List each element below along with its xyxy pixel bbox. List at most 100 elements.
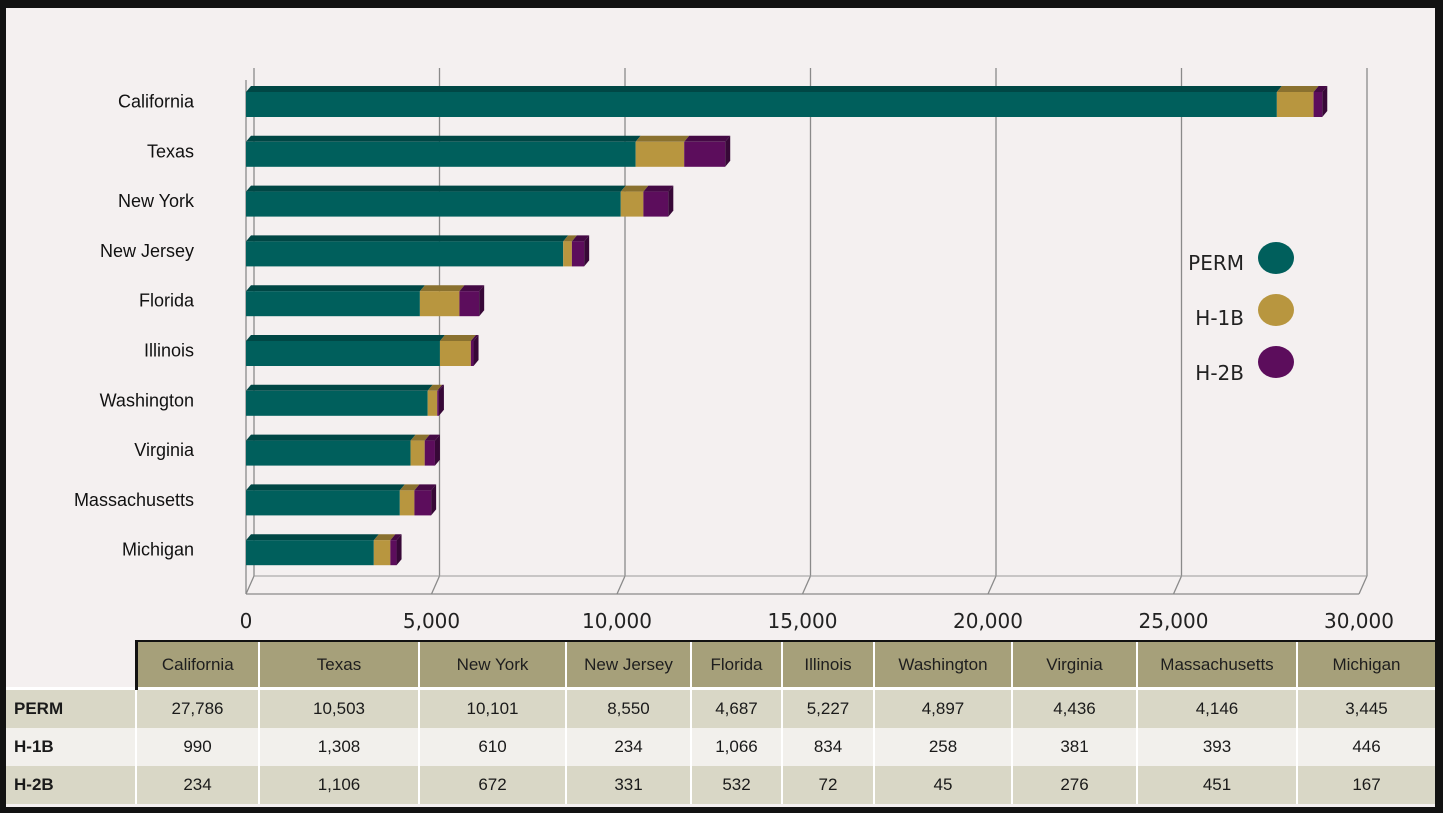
bar-segment-perm [246,490,400,516]
table-cell: 258 [873,728,1012,766]
legend-marker-h-2b [1258,346,1294,378]
floor-gridline [430,575,441,595]
x-tick-label: 5,000 [403,609,460,633]
bar-segment-perm [246,341,440,366]
bar-end-cap [438,384,444,416]
table-cell: 8,550 [565,687,691,728]
bar-top-h-1b [427,384,443,391]
bar-segment-h-2b [571,241,585,267]
table-cell: 446 [1296,728,1435,766]
bar-top-h-1b [373,534,396,541]
table-cell: 10,101 [418,687,566,728]
x-tick-label: 15,000 [768,609,838,633]
bar-segment-perm [246,241,564,267]
table-cell: 1,106 [258,766,419,804]
table-row: PERM 27,786 10,503 10,101 8,550 4,687 5,… [6,687,1435,728]
bar-top-h-1b [439,335,476,341]
bar-top-h-2b [390,534,402,541]
bar-segment-h-1b [373,540,391,566]
bar-top-h-2b [437,384,444,391]
bar-top-h-2b [684,135,731,142]
table-cell: 1,066 [690,728,782,766]
bar-top-h-2b [424,434,440,441]
bar-top-perm [246,235,569,242]
bar-top-h-1b [563,235,577,242]
bar-top-h-2b [414,484,437,491]
column-header: New York [418,640,566,689]
bar-segment-h-1b [635,141,685,167]
table-cell: 451 [1136,766,1297,804]
bar-segment-perm [246,440,411,466]
column-header: Illinois [781,640,874,689]
table-cell: 4,146 [1136,687,1297,728]
bar-top-perm [246,534,379,541]
category-label: California [118,92,195,112]
table-cell: 72 [781,766,874,804]
legend-label: PERM [1188,251,1244,275]
bar-top-h-2b [571,235,590,242]
bar-top-h-2b [1313,86,1328,92]
table-cell: 234 [565,728,691,766]
category-label: Texas [147,141,194,161]
bar-end-cap [473,335,479,366]
floor-gridline [1358,575,1368,595]
bar-segment-h-1b [427,390,438,416]
bar-segment-h-1b [439,341,471,366]
bar-segment-h-2b [437,390,439,416]
bar-top-perm [246,285,425,292]
bar-top-perm [246,185,626,192]
table-row: H-2B 234 1,106 672 331 532 72 45 276 451… [6,766,1435,804]
floor-gridline [1172,575,1183,595]
bar-top-perm [246,335,445,341]
table-corner-cell [6,641,138,689]
x-tick-label: 25,000 [1139,609,1209,633]
row-header: H-2B [6,766,136,804]
bar-segment-h-2b [459,291,480,317]
table-cell: 3,445 [1296,687,1435,728]
bar-top-perm [246,135,641,142]
column-header: Texas [258,640,419,689]
bar-segment-h-2b [470,341,474,366]
table-cell: 610 [418,728,566,766]
column-header: Virginia [1011,640,1137,689]
floor-gridline [245,575,255,595]
bar-end-cap [431,484,437,516]
bar-segment-h-1b [620,191,644,217]
x-tick-label: 10,000 [582,609,652,633]
bar-end-cap [1322,86,1328,117]
table-cell: 167 [1296,766,1435,804]
data-table: California Texas New York New Jersey Flo… [6,640,1435,804]
legend-marker-perm [1258,242,1294,274]
bar-segment-h-1b [410,440,425,466]
category-label: Michigan [122,540,194,560]
table-cell: 4,897 [873,687,1012,728]
x-tick-label: 0 [240,609,253,633]
bar-top-perm [246,86,1282,92]
legend-label: H-1B [1195,306,1244,330]
bar-top-h-1b [1276,86,1319,92]
table-cell: 10,503 [258,687,419,728]
bar-segment-h-2b [684,141,726,167]
table-cell: 45 [873,766,1012,804]
bar-segment-perm [246,92,1277,117]
legend-label: H-2B [1195,361,1244,385]
bar-top-perm [246,484,405,491]
table-cell: 234 [135,766,259,804]
row-header: PERM [6,687,136,728]
category-label: New York [118,191,195,211]
bar-segment-h-1b [1276,92,1314,117]
bar-segment-h-2b [424,440,435,466]
category-label: Illinois [144,341,194,361]
table-cell: 1,308 [258,728,419,766]
data-table-area: California Texas New York New Jersey Flo… [6,640,1435,807]
table-cell: 4,687 [690,687,782,728]
bar-segment-h-2b [414,490,432,516]
table-cell: 27,786 [135,687,259,728]
bar-end-cap [725,135,731,167]
bar-top-h-2b [459,285,485,292]
bar-end-cap [668,185,674,217]
bar-segment-h-1b [399,490,415,516]
bar-segment-perm [246,191,621,217]
category-label: Virginia [134,440,195,460]
table-cell: 834 [781,728,874,766]
